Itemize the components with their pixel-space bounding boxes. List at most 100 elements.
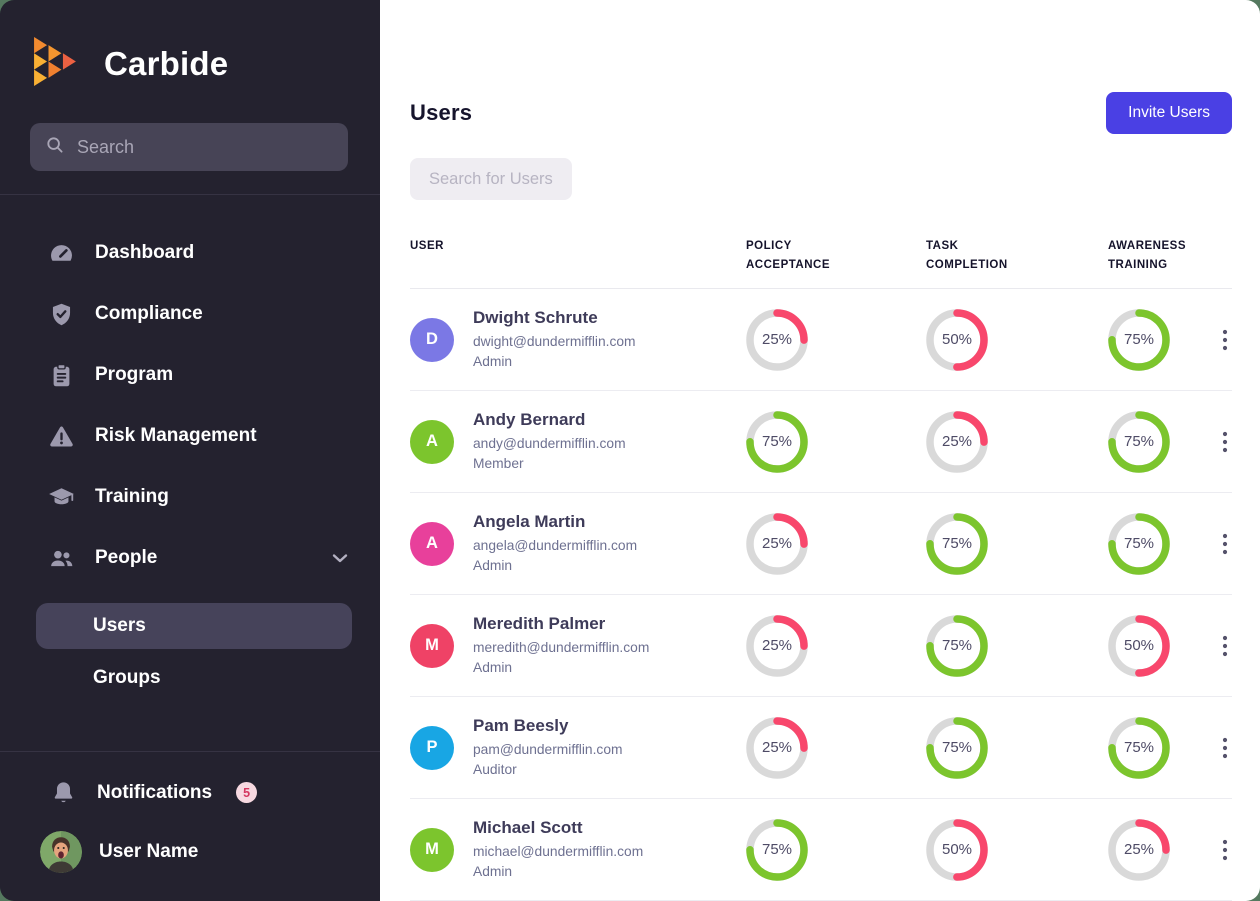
sidebar-search-placeholder: Search [77, 136, 135, 157]
sidebar-item-label: Users [93, 615, 146, 636]
user-role: Admin [473, 863, 513, 879]
user-menu[interactable]: User Name [40, 831, 350, 873]
progress-ring-value: 75% [1123, 433, 1155, 450]
table-row: A Andy Bernard andy@dundermifflin.com Me… [410, 391, 1232, 493]
shield-check-icon [48, 301, 75, 328]
progress-ring: 75% [926, 716, 988, 779]
row-menu-button[interactable] [1218, 733, 1232, 763]
avatar: M [410, 827, 454, 872]
policy-acceptance-cell: 25% [746, 512, 926, 575]
progress-ring-value: 25% [761, 535, 793, 552]
user-name: Pam Beesly [473, 715, 569, 735]
awareness-training-cell: 75% [1108, 512, 1206, 575]
progress-ring: 25% [746, 614, 808, 677]
sidebar-item-dashboard[interactable]: Dashboard [48, 237, 352, 269]
user-name: Andy Bernard [473, 409, 586, 429]
user-cell: P Pam Beesly pam@dundermifflin.com Audit… [410, 716, 746, 780]
user-email: pam@dundermifflin.com [473, 741, 623, 757]
progress-ring: 25% [1108, 818, 1170, 881]
progress-ring: 25% [746, 716, 808, 779]
sidebar-item-groups[interactable]: Groups [36, 655, 352, 701]
awareness-training-cell: 25% [1108, 818, 1206, 881]
progress-ring: 25% [746, 308, 808, 371]
progress-ring: 75% [926, 614, 988, 677]
warning-triangle-icon [48, 423, 75, 450]
progress-ring-value: 25% [941, 433, 973, 450]
row-menu-button[interactable] [1218, 325, 1232, 355]
progress-ring-value: 75% [761, 433, 793, 450]
progress-ring-value: 75% [941, 535, 973, 552]
sidebar-item-compliance[interactable]: Compliance [48, 298, 352, 330]
user-cell: M Meredith Palmer meredith@dundermifflin… [410, 614, 746, 678]
user-role: Auditor [473, 761, 517, 777]
awareness-training-cell: 50% [1108, 614, 1206, 677]
table-row: A Angela Martin angela@dundermifflin.com… [410, 493, 1232, 595]
sidebar-footer: Notifications 5 [0, 751, 380, 901]
people-icon [48, 545, 75, 572]
sidebar-search-input[interactable]: Search [30, 123, 348, 171]
task-completion-cell: 25% [926, 410, 1108, 473]
avatar: A [410, 521, 454, 566]
task-completion-cell: 75% [926, 716, 1108, 779]
sidebar-item-people[interactable]: People [48, 542, 352, 574]
invite-users-button[interactable]: Invite Users [1106, 92, 1232, 134]
row-menu-button[interactable] [1218, 427, 1232, 457]
table-row: P Pam Beesly pam@dundermifflin.com Audit… [410, 697, 1232, 799]
user-cell: M Michael Scott michael@dundermifflin.co… [410, 818, 746, 882]
policy-acceptance-cell: 25% [746, 614, 926, 677]
row-menu-button[interactable] [1218, 529, 1232, 559]
user-email: michael@dundermifflin.com [473, 843, 644, 859]
users-table: User Policy Acceptance Task Completion A… [410, 237, 1232, 901]
row-menu-button[interactable] [1218, 631, 1232, 661]
progress-ring-value: 75% [941, 637, 973, 654]
brand: Carbide [0, 0, 380, 91]
sidebar-item-label: Training [95, 486, 169, 507]
notifications-button[interactable]: Notifications 5 [50, 779, 350, 806]
user-role: Admin [473, 557, 513, 573]
column-header-awareness-training: Awareness Training [1108, 240, 1186, 271]
sidebar-item-users[interactable]: Users [36, 603, 352, 649]
page-title: Users [410, 100, 473, 125]
progress-ring-value: 75% [1123, 535, 1155, 552]
sidebar-item-label: Risk Management [95, 425, 257, 446]
avatar: M [410, 623, 454, 668]
user-cell: A Angela Martin angela@dundermifflin.com… [410, 512, 746, 576]
progress-ring-value: 25% [761, 637, 793, 654]
progress-ring-value: 50% [1123, 637, 1155, 654]
task-completion-cell: 75% [926, 512, 1108, 575]
carbide-logo-icon [33, 36, 89, 91]
user-cell: A Andy Bernard andy@dundermifflin.com Me… [410, 410, 746, 474]
dashboard-gauge-icon [48, 240, 75, 267]
user-email: andy@dundermifflin.com [473, 435, 626, 451]
kebab-menu-icon [1222, 329, 1228, 350]
task-completion-cell: 50% [926, 308, 1108, 371]
progress-ring-value: 25% [761, 331, 793, 348]
avatar: P [410, 725, 454, 770]
user-avatar-photo [40, 831, 82, 873]
sidebar-item-label: Program [95, 364, 174, 385]
progress-ring-value: 75% [941, 739, 973, 756]
chevron-down-icon [328, 546, 352, 570]
sidebar-item-program[interactable]: Program [48, 359, 352, 391]
sidebar: Carbide Search Dashboard [0, 0, 380, 901]
sidebar-divider [0, 194, 380, 195]
brand-name: Carbide [104, 44, 229, 82]
progress-ring: 75% [1108, 716, 1170, 779]
users-search-input[interactable]: Search for Users [410, 158, 572, 201]
kebab-menu-icon [1222, 635, 1228, 656]
avatar: A [410, 419, 454, 464]
user-cell: D Dwight Schrute dwight@dundermifflin.co… [410, 308, 746, 372]
progress-ring: 25% [746, 512, 808, 575]
awareness-training-cell: 75% [1108, 308, 1206, 371]
kebab-menu-icon [1222, 533, 1228, 554]
policy-acceptance-cell: 25% [746, 716, 926, 779]
sidebar-item-training[interactable]: Training [48, 481, 352, 513]
progress-ring: 50% [926, 818, 988, 881]
sidebar-item-risk-management[interactable]: Risk Management [48, 420, 352, 452]
progress-ring-value: 75% [1123, 739, 1155, 756]
user-name: Dwight Schrute [473, 307, 598, 327]
progress-ring: 75% [1108, 512, 1170, 575]
progress-ring: 25% [926, 410, 988, 473]
row-menu-button[interactable] [1218, 835, 1232, 865]
